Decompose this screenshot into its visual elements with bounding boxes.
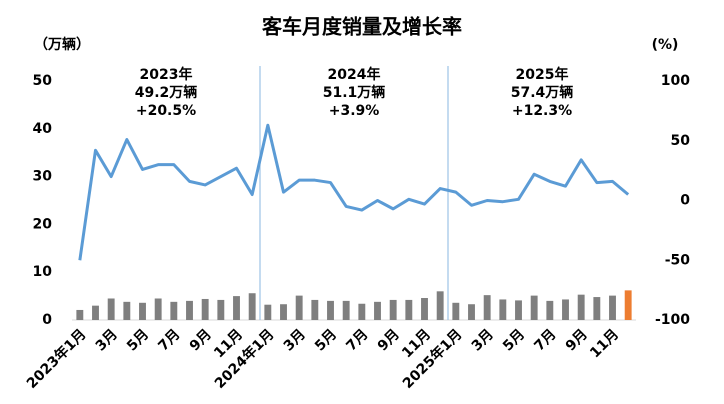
bar: [186, 300, 193, 320]
x-tick-label: 5月: [124, 326, 152, 354]
bar: [405, 299, 413, 320]
x-tick-label: 7月: [343, 326, 371, 354]
y-tick-label: 40: [33, 121, 53, 137]
bar: [139, 302, 146, 320]
annotation-year: 2025年: [516, 66, 569, 83]
annotation-year: 2023年: [140, 66, 193, 83]
bar: [358, 303, 366, 320]
bar: [342, 300, 350, 320]
y-unit: （万辆）: [34, 36, 90, 53]
bar: [264, 304, 272, 320]
bar: [170, 301, 178, 320]
x-tick-label: 3月: [281, 326, 309, 354]
bar: [515, 300, 522, 320]
bar: [624, 290, 632, 320]
annotation-volume: 57.4万辆: [511, 84, 574, 101]
y2-tick-label: 100: [661, 73, 690, 89]
bar: [217, 299, 225, 320]
line: [78, 123, 630, 261]
x-tick-label: 3月: [93, 326, 121, 354]
y-tick-label: 0: [42, 312, 52, 328]
bar: [295, 295, 303, 320]
bar: [452, 302, 460, 320]
bar: [436, 291, 444, 320]
bar: [154, 298, 162, 320]
y2-tick-label: 0: [680, 193, 690, 209]
x-tick-label: 5月: [312, 326, 340, 354]
bar: [92, 305, 99, 320]
bar: [483, 295, 491, 320]
bar: [280, 304, 287, 320]
y2-tick-label: -100: [655, 312, 690, 328]
bar: [609, 295, 616, 320]
bar: [530, 295, 538, 320]
bar: [421, 298, 428, 320]
bar: [123, 301, 131, 320]
y2-unit: (%): [652, 37, 679, 53]
bar: [327, 300, 334, 320]
annotation-growth: +20.5%: [136, 103, 196, 119]
bar: [76, 309, 84, 320]
bar: [233, 296, 240, 320]
annotation-volume: 49.2万辆: [135, 84, 198, 101]
x-tick-label: 7月: [531, 326, 559, 354]
chart-title: 客车月度销量及增长率: [261, 15, 462, 39]
bar: [499, 299, 507, 320]
x-tick-label: 7月: [155, 326, 183, 354]
bar: [107, 298, 115, 320]
x-tick-label: 3月: [469, 326, 497, 354]
annotation-growth: +12.3%: [512, 103, 572, 119]
annotation-growth: +3.9%: [329, 103, 380, 119]
y-tick-label: 50: [33, 73, 53, 89]
y-tick-label: 10: [33, 264, 53, 280]
bar: [577, 294, 585, 320]
annotation-year: 2024年: [328, 66, 381, 83]
bar: [546, 300, 554, 320]
bar: [389, 299, 397, 320]
bar: [593, 297, 601, 320]
y-tick-label: 20: [33, 216, 53, 232]
y2-tick-label: 50: [671, 133, 691, 149]
bar: [248, 293, 256, 320]
bar: [311, 299, 319, 320]
bar: [374, 301, 381, 320]
bar: [468, 304, 475, 320]
annotation-volume: 51.1万辆: [323, 84, 386, 101]
bar: [562, 299, 569, 320]
x-tick-label: 5月: [500, 326, 528, 354]
x-tick-label: 11月: [587, 326, 622, 361]
y-tick-label: 30: [33, 169, 53, 185]
y2-tick-label: -50: [665, 252, 691, 268]
bar: [201, 298, 209, 320]
x-tick-label: 2023年1月: [23, 326, 89, 392]
